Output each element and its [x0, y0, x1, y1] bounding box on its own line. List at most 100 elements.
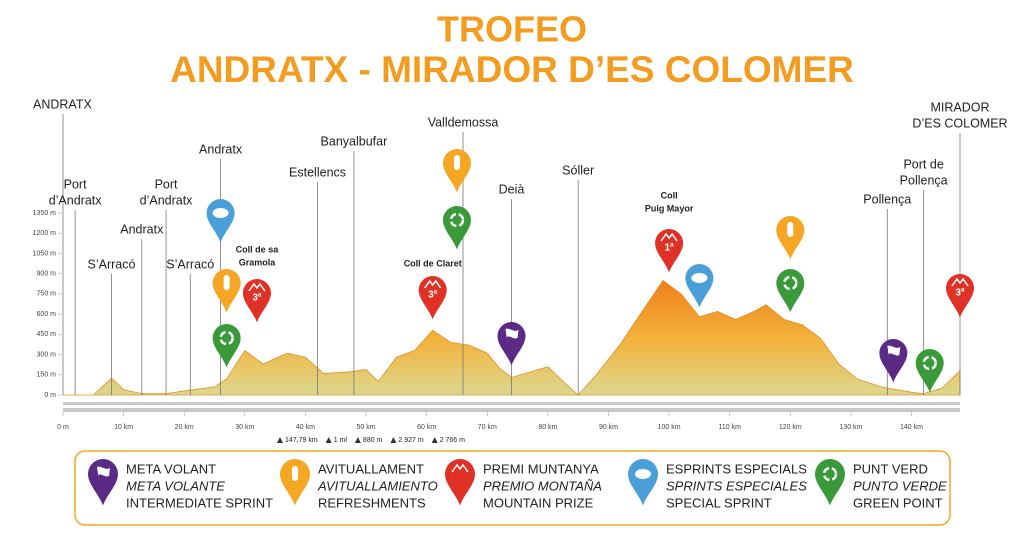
x-tick-label: 80 km [538, 424, 557, 431]
place-label: MIRADOR [930, 100, 989, 114]
pin [212, 324, 241, 368]
place-label: S’Arracó [88, 257, 136, 271]
legend-label: GREEN POINT [853, 495, 943, 510]
x-tick-label: 0 m [57, 424, 69, 431]
elevation-area [63, 279, 961, 396]
place-label: S’Arracó [166, 257, 214, 271]
place-label: ANDRATX [33, 97, 92, 111]
stat-label: 880 m [363, 437, 383, 444]
x-tick-label: 130 km [839, 424, 862, 431]
y-tick-label: 900 m [37, 271, 57, 278]
pin-icon [449, 212, 465, 228]
legend-pin [628, 459, 658, 506]
place-label: Gramola [239, 257, 277, 267]
pin [776, 216, 805, 260]
pin-icon [292, 466, 298, 481]
x-tick-label: 30 km [235, 424, 254, 431]
pin [212, 269, 241, 313]
pin-icon [660, 232, 678, 242]
stat-icon [431, 437, 438, 443]
legend-label: INTERMEDIATE SPRINT [126, 495, 273, 510]
pin [442, 206, 471, 250]
x-tick-label: 60 km [417, 424, 436, 431]
x-tick-label: 140 km [900, 424, 923, 431]
legend-label: PREMI MUNTANYA [483, 461, 599, 476]
pin-icon [219, 330, 234, 346]
x-tick-label: 10 km [114, 424, 133, 431]
x-tick-label: 100 km [658, 424, 681, 431]
place-label: Port [155, 177, 178, 191]
legend-pin [280, 459, 310, 506]
pin-icon [783, 275, 798, 291]
pin [685, 264, 714, 308]
x-tick-label: 20 km [175, 424, 194, 431]
pin-icon [424, 279, 442, 289]
place-label: Coll de sa [236, 244, 280, 254]
pin-icon [223, 275, 230, 290]
place-label: Estellencs [289, 165, 346, 179]
place-label: Coll de Claret [404, 258, 462, 268]
pin-label: 3ª [428, 290, 438, 301]
legend-label: AVITUALLAMENT [318, 461, 424, 476]
stat-icon [390, 437, 397, 443]
pin-label: 3ª [955, 288, 965, 299]
pin [776, 269, 805, 313]
stat-label: 147,79 km [285, 437, 318, 444]
axis-band-inner [63, 405, 960, 408]
pin-icon [822, 466, 838, 482]
place-label: Pollença [900, 173, 948, 187]
pin [879, 339, 908, 383]
place-label: Puig Mayor [645, 203, 694, 213]
place-label: Port [64, 177, 87, 191]
legend-pin [88, 459, 118, 506]
y-tick-label: 450 m [37, 331, 57, 338]
pin-icon [951, 277, 969, 287]
legend-label: MOUNTAIN PRIZE [483, 495, 594, 510]
y-tick-label: 150 m [37, 372, 57, 379]
legend-label: ESPRINTS ESPECIALS [666, 461, 807, 476]
legend-label: AVITUALLAMIENTO [317, 478, 438, 493]
legend-label: META VOLANTE [126, 478, 225, 493]
place-label: D’ES COLOMER [912, 116, 1007, 130]
stat-label: 2 766 m [440, 437, 465, 444]
stat-label: 2 927 m [398, 437, 423, 444]
pin [497, 322, 526, 366]
pin [206, 199, 235, 243]
x-tick-label: 90 km [599, 424, 618, 431]
pin-icon [505, 328, 519, 343]
pin-icon [787, 222, 794, 237]
place-label: d’Andratx [49, 193, 103, 207]
x-tick-label: 120 km [779, 424, 802, 431]
place-label: Coll [661, 190, 678, 200]
place-label: Sóller [562, 163, 594, 177]
place-label: Andratx [120, 222, 164, 236]
place-label: Pollença [863, 192, 911, 206]
pin-icon [635, 469, 651, 479]
pin-icon [887, 345, 901, 360]
x-tick-label: 40 km [296, 424, 315, 431]
y-tick-label: 600 m [37, 311, 57, 318]
pin-label: 1ª [664, 243, 674, 254]
stat-label: 1 ml [334, 437, 348, 444]
legend-label: PUNT VERD [853, 461, 928, 476]
pin [442, 149, 471, 193]
legend-label: SPRINTS ESPECIALES [666, 478, 807, 493]
y-tick-label: 750 m [37, 291, 57, 298]
place-label: d’Andratx [140, 193, 194, 207]
y-tick-label: 300 m [37, 351, 57, 358]
legend-pin [815, 459, 845, 506]
y-tick-label: 0 m [44, 392, 56, 399]
x-tick-label: 50 km [357, 424, 376, 431]
pin-icon [97, 466, 110, 481]
legend-label: SPECIAL SPRINT [666, 495, 772, 510]
place-label: Port de [903, 157, 943, 171]
place-label: Deià [499, 182, 525, 196]
legend-box [74, 450, 951, 526]
legend-label: META VOLANT [126, 461, 216, 476]
place-label: Andratx [199, 142, 243, 156]
y-tick-label: 1050 m [33, 250, 57, 257]
x-tick-label: 110 km [718, 424, 741, 431]
y-tick-label: 1350 m [33, 210, 57, 217]
pin-icon [248, 282, 266, 292]
